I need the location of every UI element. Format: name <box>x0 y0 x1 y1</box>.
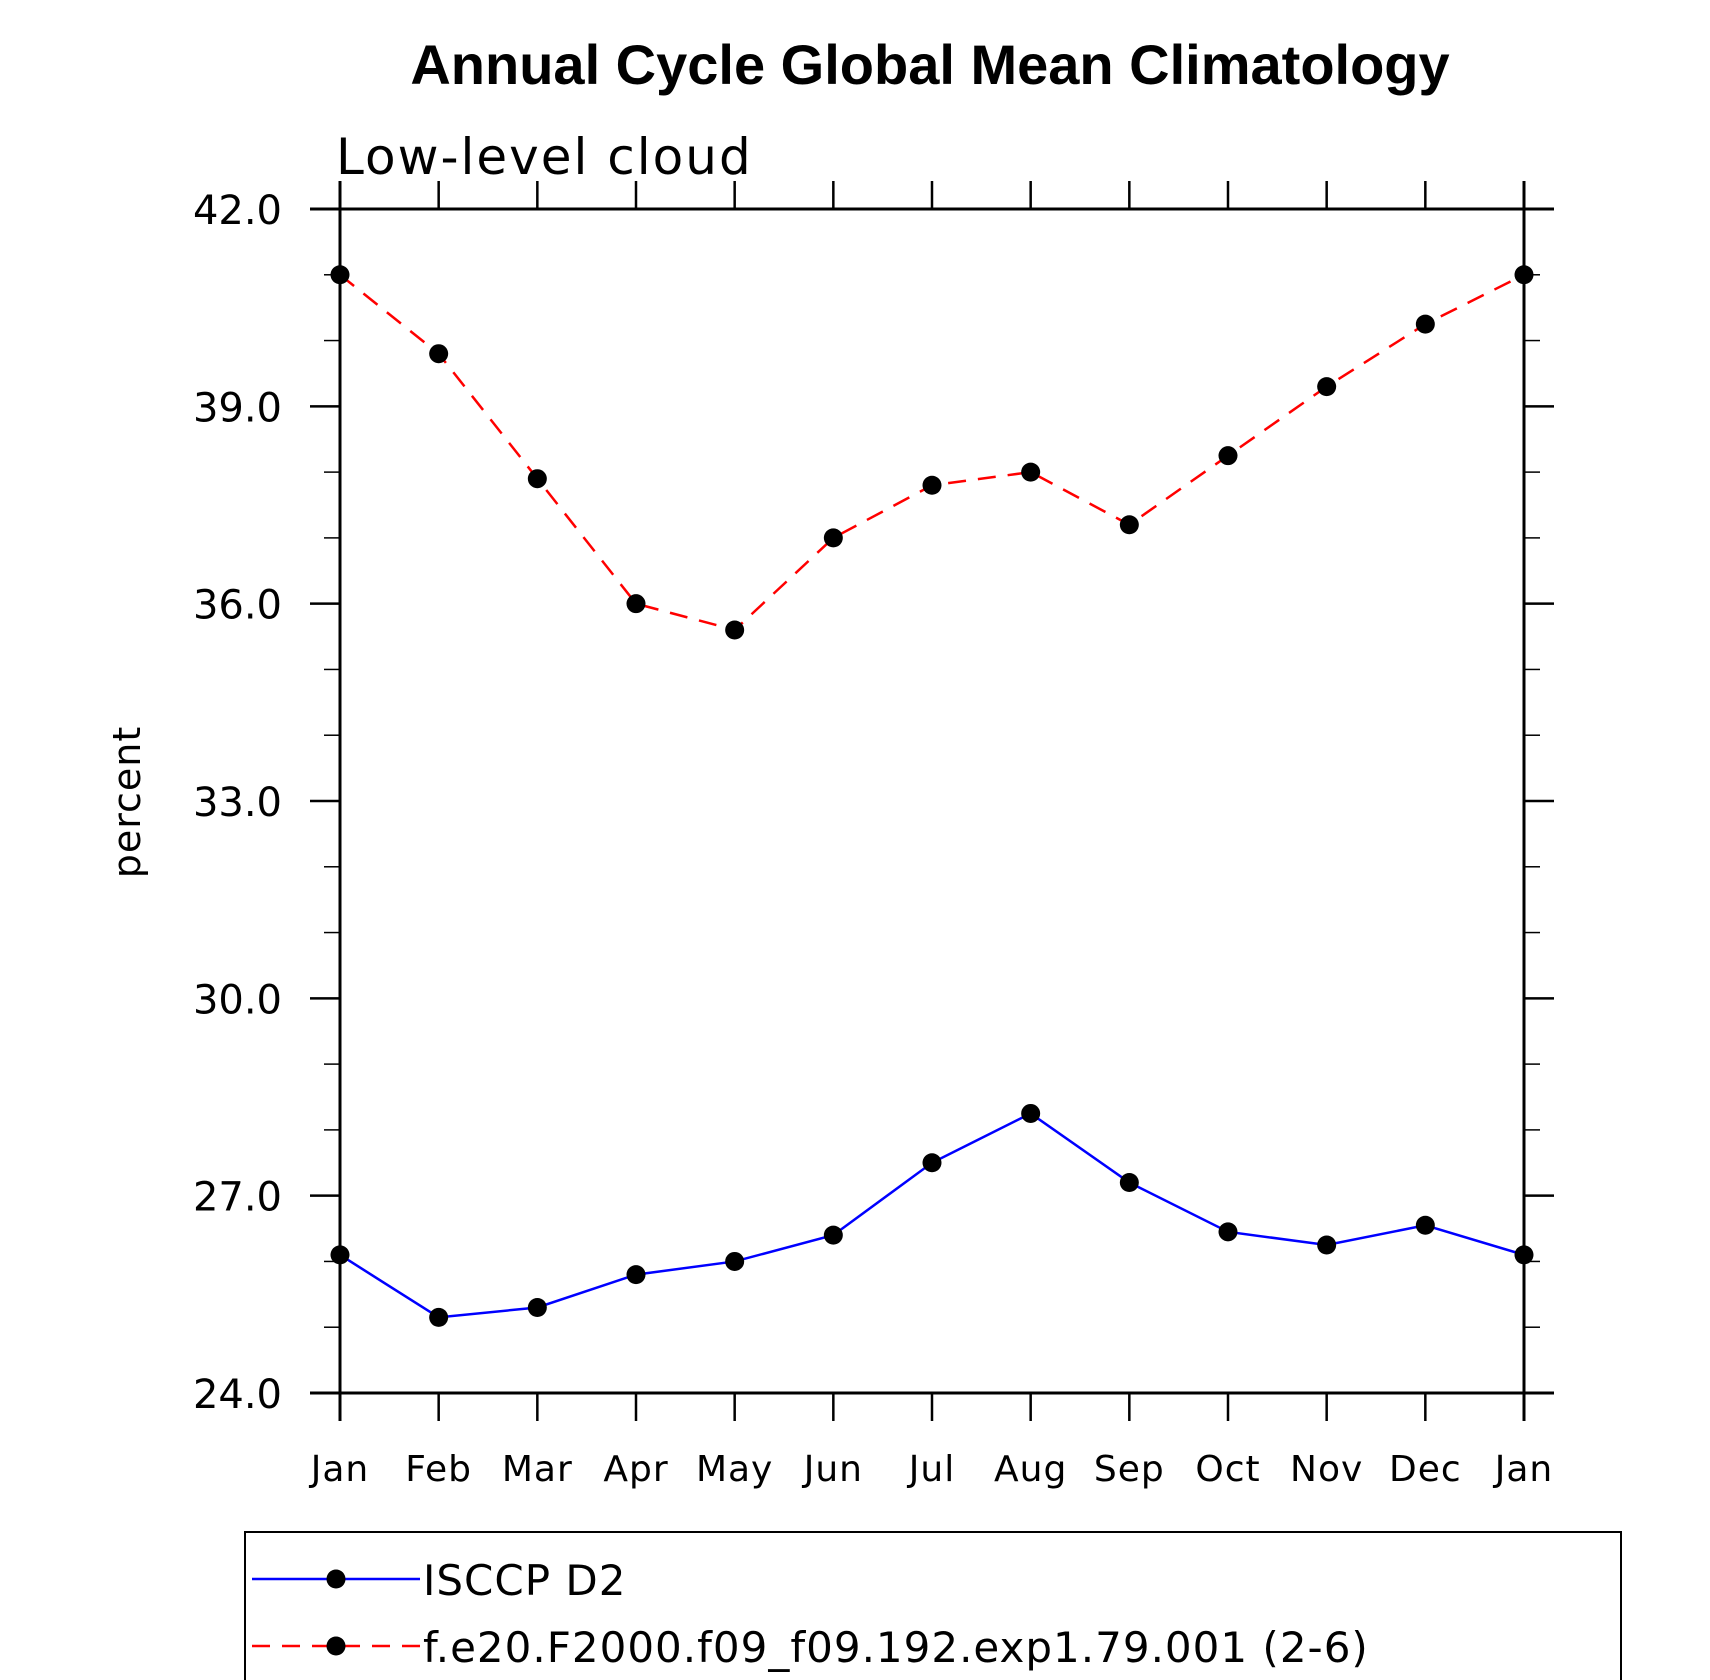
x-tick-label: Aug <box>994 1449 1067 1490</box>
data-point <box>1218 1222 1238 1242</box>
series-line <box>339 1111 1525 1319</box>
data-point <box>1514 265 1534 285</box>
y-tick-label: 24.0 <box>193 1372 282 1418</box>
data-point <box>1218 446 1238 466</box>
data-point <box>1119 515 1139 535</box>
data-point <box>1021 1103 1041 1123</box>
y-tick-label: 36.0 <box>193 583 282 629</box>
x-tick-label: Jul <box>907 1449 955 1490</box>
data-point <box>1317 377 1337 397</box>
data-point <box>922 1153 942 1173</box>
y-axis-label: percent <box>105 726 149 879</box>
series-isccp-d2 <box>330 1103 1534 1327</box>
data-point <box>922 475 942 495</box>
data-point <box>1415 314 1435 334</box>
data-point <box>1415 1215 1435 1235</box>
data-point <box>1317 1235 1337 1255</box>
data-point <box>725 620 745 640</box>
data-point <box>527 469 547 489</box>
y-tick-label: 27.0 <box>193 1175 282 1221</box>
x-tick-label: Sep <box>1094 1449 1165 1490</box>
x-tick-label: Dec <box>1389 1449 1462 1490</box>
axes: Jan Feb Mar Apr May Jun Jul Aug Sep Oct Nov Dec Jan 2… <box>193 181 1554 1490</box>
y-tick-label: 33.0 <box>193 780 282 826</box>
legend-marker <box>326 1569 346 1589</box>
data-point <box>823 528 843 548</box>
x-tick-label: Mar <box>502 1449 573 1490</box>
data-point <box>1119 1173 1139 1193</box>
data-point <box>429 344 449 364</box>
series-layer <box>330 265 1534 1327</box>
x-tick-label: Jan <box>1493 1449 1554 1490</box>
chart-subtitle: Low-level cloud <box>336 128 753 186</box>
x-tick-label: Nov <box>1290 1449 1363 1490</box>
chart-title: Annual Cycle Global Mean Climatology <box>410 33 1449 96</box>
data-point <box>626 1265 646 1285</box>
legend-label: ISCCP D2 <box>423 1556 626 1605</box>
y-tick-label: 42.0 <box>193 188 282 234</box>
legend: ISCCP D2 f.e20.F2000.f09_f09.192.exp1.79.… <box>244 1531 1622 1680</box>
x-tick-label: Apr <box>603 1449 668 1490</box>
data-point <box>1021 462 1041 482</box>
data-point <box>527 1297 547 1317</box>
data-point <box>1514 1245 1534 1265</box>
series-model-run <box>330 265 1534 640</box>
data-point <box>330 265 350 285</box>
data-point <box>626 594 646 614</box>
legend-box <box>244 1531 1622 1680</box>
data-point <box>823 1225 843 1245</box>
x-tick-label: Feb <box>405 1449 472 1490</box>
y-tick-label: 39.0 <box>193 385 282 431</box>
x-tick-label: Oct <box>1195 1449 1260 1490</box>
legend-label: f.e20.F2000.f09_f09.192.exp1.79.001 (2-6… <box>423 1623 1369 1672</box>
y-tick-label: 30.0 <box>193 977 282 1023</box>
data-point <box>429 1307 449 1327</box>
x-tick-label: Jun <box>802 1449 863 1490</box>
x-tick-label: May <box>696 1449 773 1490</box>
legend-marker <box>326 1636 346 1656</box>
x-tick-label: Jan <box>309 1449 370 1490</box>
data-point <box>725 1251 745 1271</box>
series-line <box>339 273 1525 632</box>
data-point <box>330 1245 350 1265</box>
